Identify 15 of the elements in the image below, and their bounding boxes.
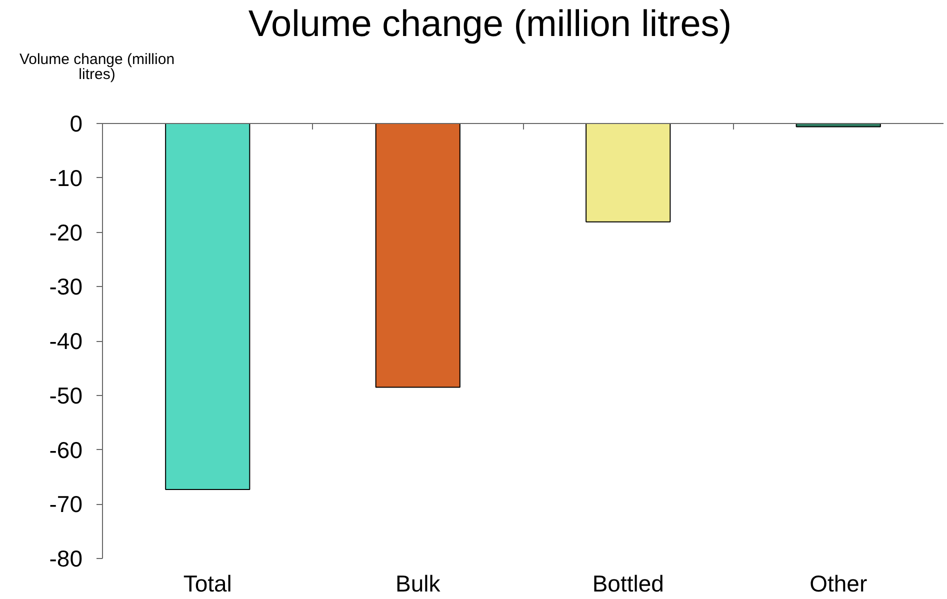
y-tick-label: -60	[49, 436, 83, 463]
y-axis-title: Volume change (million litres)	[18, 51, 176, 83]
x-tick-label: Other	[810, 570, 868, 596]
x-tick-label: Bottled	[592, 570, 664, 596]
y-tick-label: -10	[49, 164, 83, 191]
y-tick-label: -50	[49, 382, 83, 408]
y-tick-label: -20	[49, 219, 83, 246]
y-tick-label: 0	[70, 110, 83, 136]
y-tick-label: -70	[49, 491, 83, 518]
y-tick-label: -40	[49, 328, 83, 354]
x-tick-label: Bulk	[396, 570, 441, 596]
chart-title: Volume change (million litres)	[248, 3, 732, 45]
x-tick-label: Total	[183, 570, 232, 596]
y-tick-label: -30	[49, 274, 83, 300]
y-tick-label: -80	[49, 546, 83, 572]
